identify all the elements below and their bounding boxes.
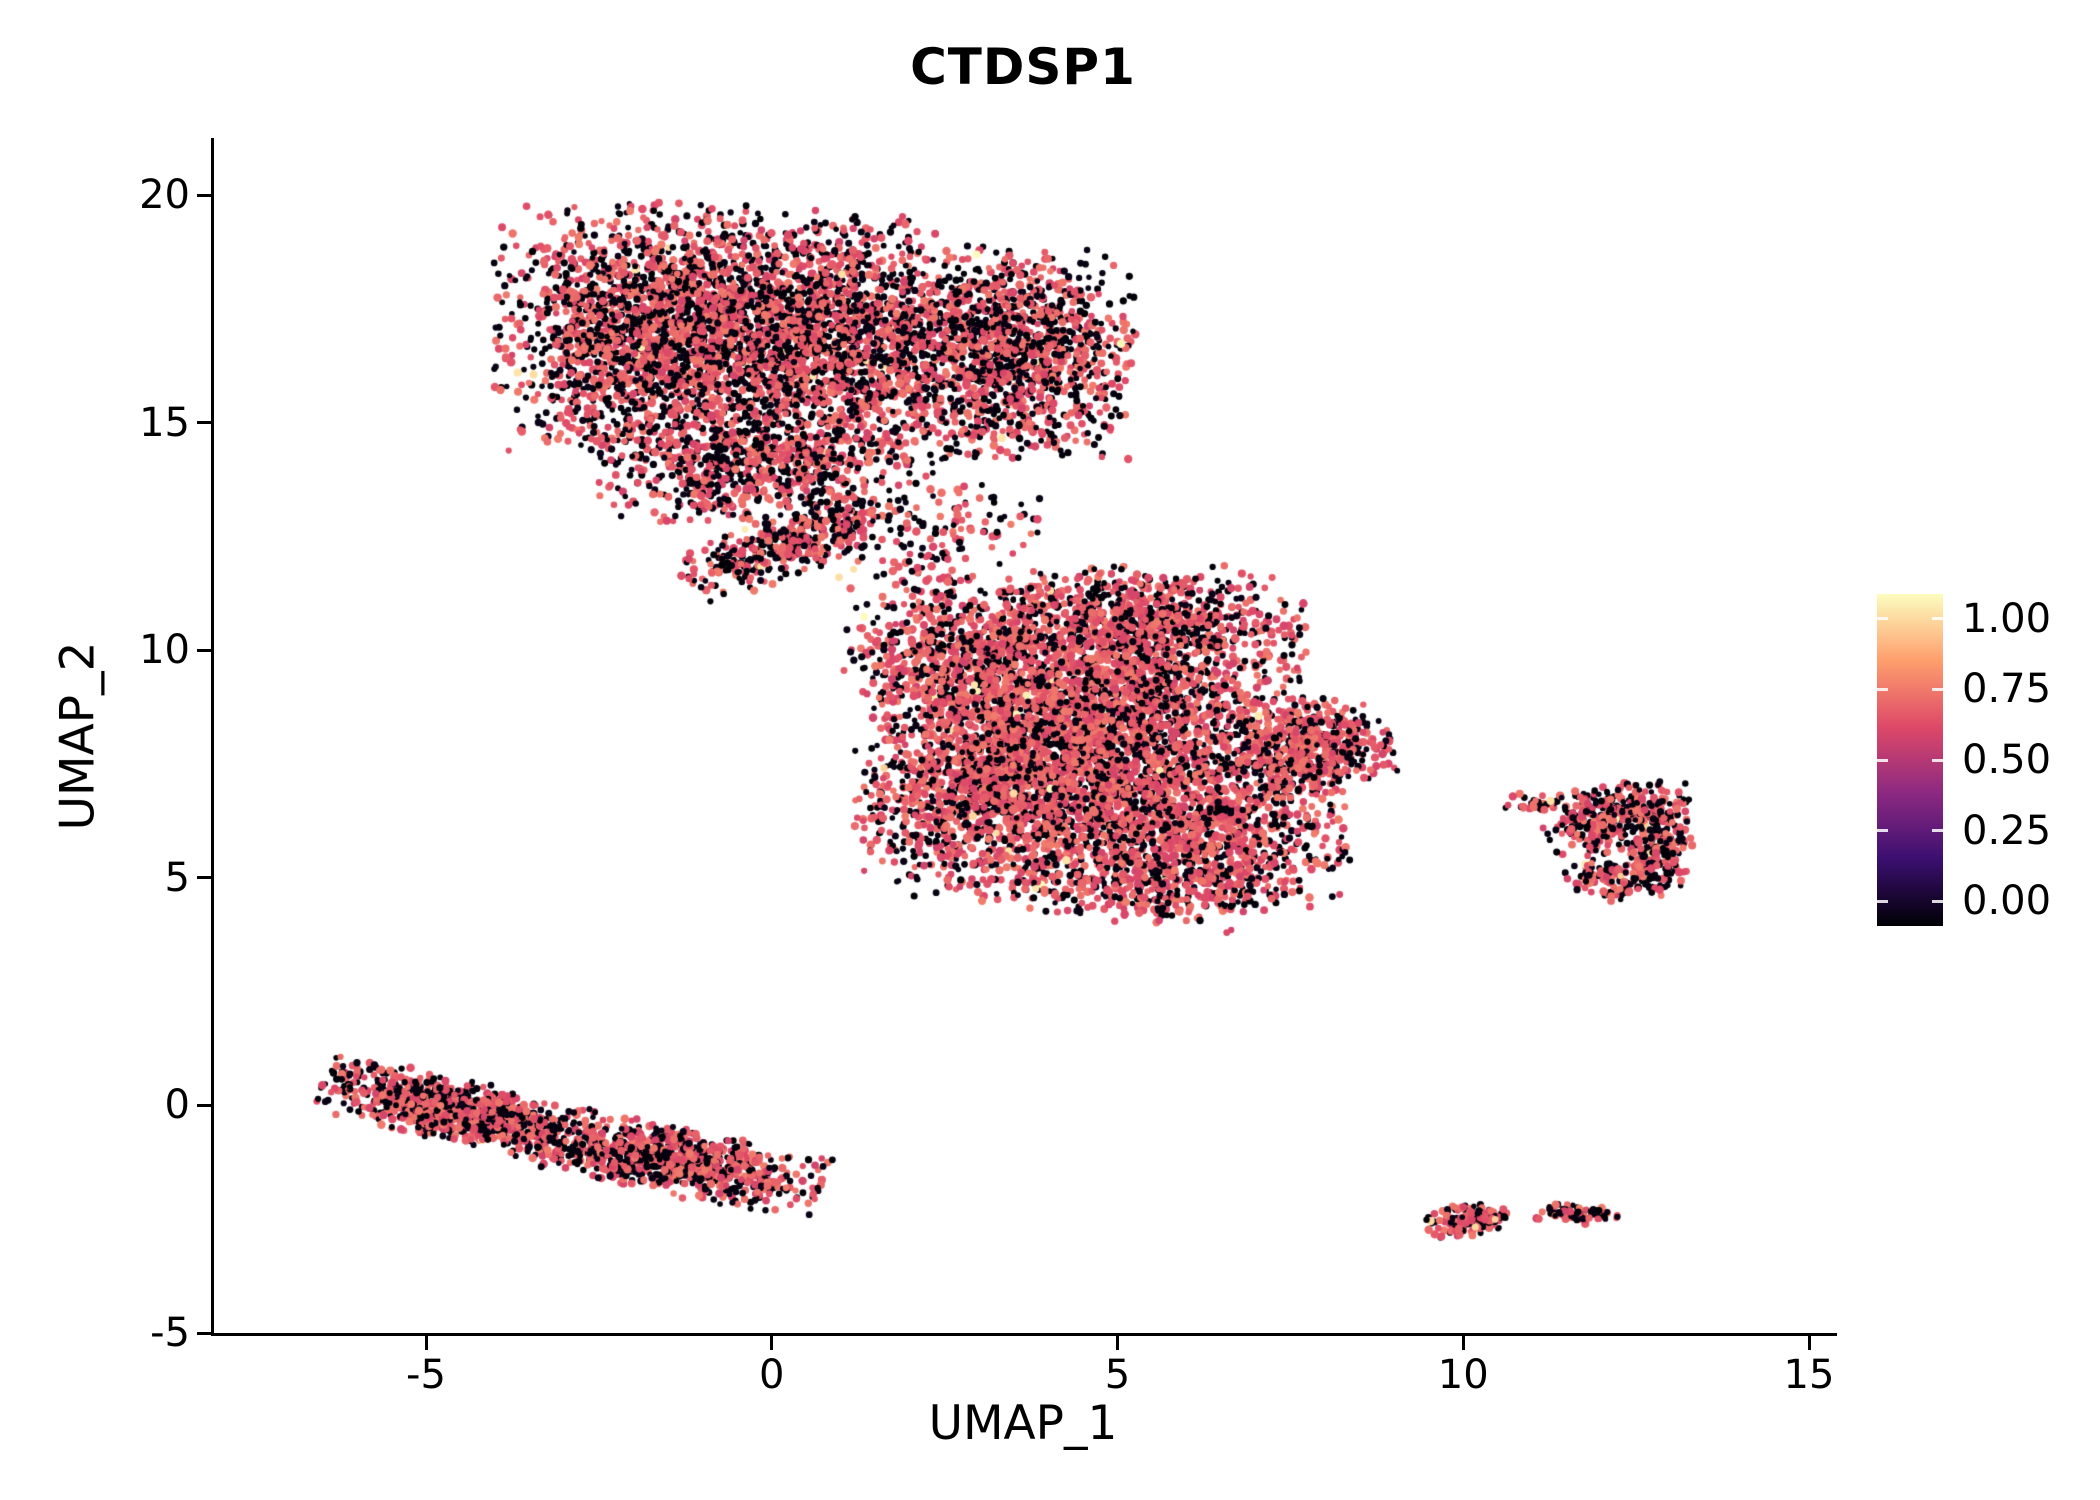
- x-tick-mark: [1807, 1336, 1811, 1350]
- x-tick-mark: [770, 1336, 774, 1350]
- y-tick-label: 10: [139, 627, 190, 674]
- colorbar-tick-mark: [1877, 617, 1888, 621]
- colorbar-tick-mark: [1932, 687, 1943, 691]
- x-axis-line: [211, 1333, 1837, 1336]
- y-tick-mark: [197, 1331, 211, 1335]
- colorbar-tick-mark: [1932, 829, 1943, 833]
- y-tick-mark: [197, 1103, 211, 1107]
- colorbar-tick-label: 0.00: [1962, 878, 2052, 925]
- y-tick-mark: [197, 876, 211, 880]
- y-tick-label: 15: [139, 399, 190, 446]
- y-tick-label: 20: [139, 172, 190, 218]
- x-tick-label: 0: [759, 1352, 785, 1398]
- x-tick-label: 15: [1783, 1352, 1835, 1398]
- y-axis-line: [211, 138, 214, 1336]
- x-tick-mark: [424, 1336, 428, 1350]
- x-tick-label: 10: [1437, 1352, 1489, 1398]
- colorbar-tick-label: 0.50: [1962, 737, 2052, 783]
- chart-title: CTDSP1: [910, 38, 1136, 96]
- y-tick-mark: [197, 193, 211, 197]
- y-tick-mark: [197, 421, 211, 425]
- y-tick-mark: [197, 648, 211, 652]
- y-tick-label: -5: [150, 1310, 190, 1356]
- colorbar-tick-mark: [1877, 758, 1888, 762]
- colorbar-tick-label: 0.75: [1962, 666, 2052, 713]
- colorbar-tick-mark: [1932, 617, 1943, 621]
- colorbar-tick-mark: [1932, 758, 1943, 762]
- colorbar-tick-mark: [1877, 829, 1888, 833]
- colorbar-tick-label: 0.25: [1962, 807, 2052, 854]
- colorbar-tick-label: 1.00: [1962, 595, 2052, 642]
- x-axis-title: UMAP_1: [928, 1396, 1118, 1451]
- x-tick-mark: [1461, 1336, 1465, 1350]
- colorbar-tick-mark: [1877, 899, 1888, 903]
- y-tick-label: 0: [164, 1082, 190, 1129]
- y-tick-label: 5: [164, 854, 190, 901]
- x-tick-mark: [1116, 1336, 1119, 1350]
- colorbar-tick-mark: [1877, 687, 1888, 691]
- x-tick-label: 5: [1104, 1352, 1131, 1398]
- colorbar-tick-mark: [1932, 899, 1943, 903]
- x-tick-label: -5: [406, 1352, 446, 1398]
